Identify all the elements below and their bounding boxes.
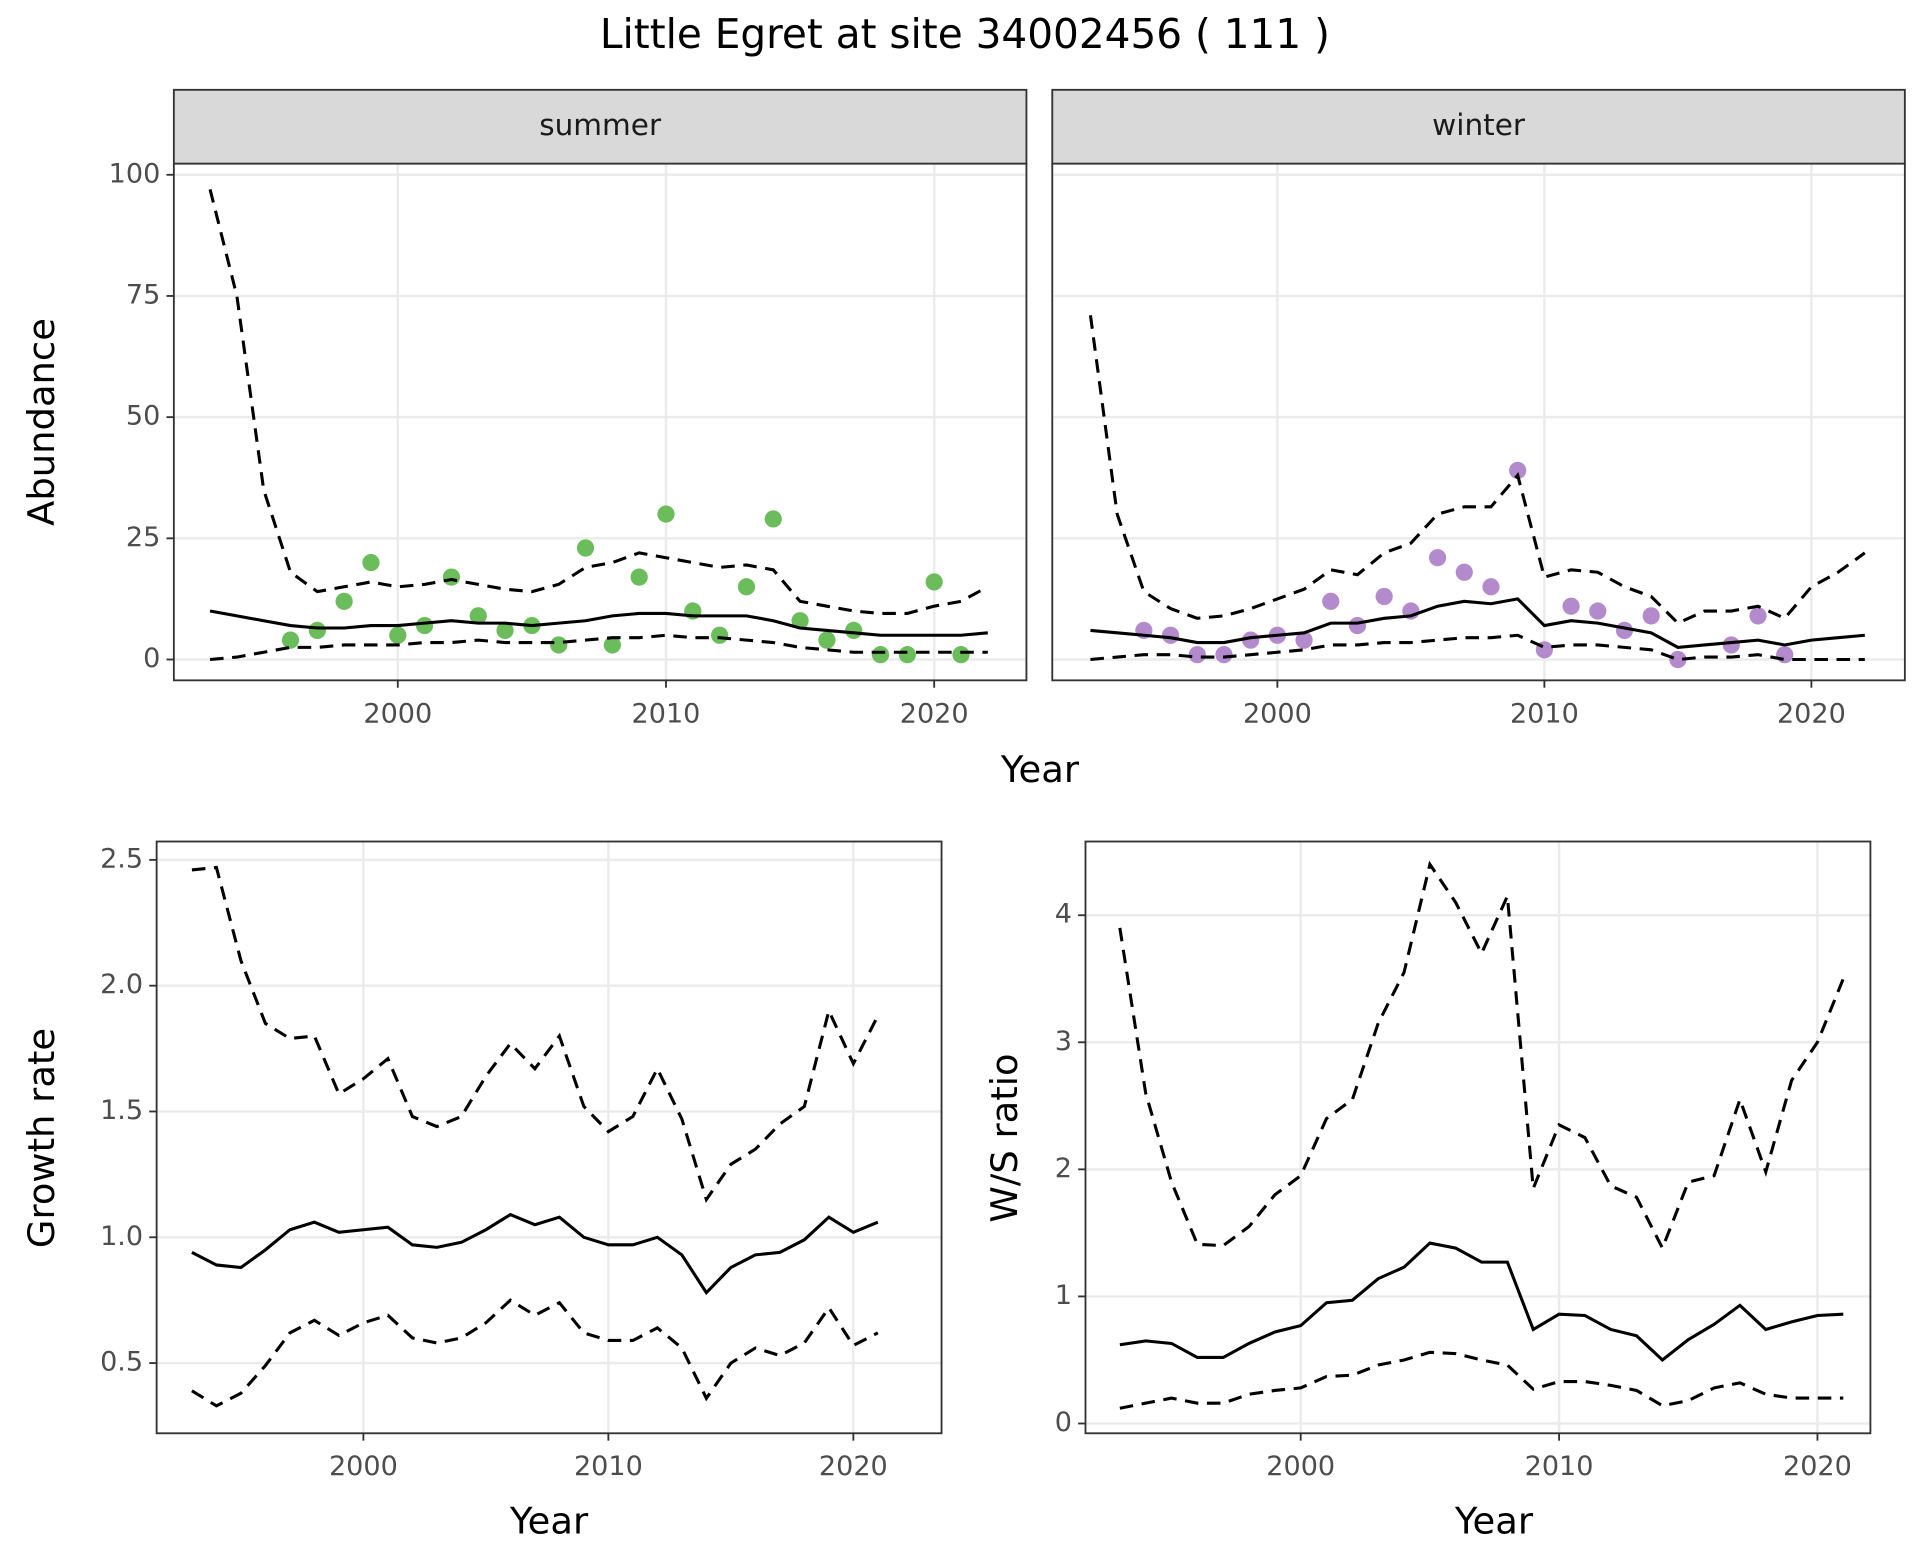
point — [871, 646, 890, 664]
y-tick-label: 1 — [1055, 1280, 1072, 1311]
y-tick-label: 100 — [109, 158, 161, 189]
point — [818, 631, 836, 649]
panel-border — [155, 840, 943, 1435]
x-tick-label: 2010 — [1525, 1451, 1594, 1482]
line — [191, 865, 880, 1204]
x-tick-label: 2000 — [329, 1451, 398, 1482]
line — [1088, 315, 1866, 625]
point — [1188, 646, 1206, 664]
panel-background — [1052, 163, 1905, 681]
line — [1118, 860, 1845, 1252]
x-tick-label: 2020 — [819, 1451, 888, 1482]
y-tick-label: 3 — [1055, 1026, 1072, 1057]
panel-background — [1085, 841, 1871, 1434]
point — [1161, 626, 1180, 644]
point — [1642, 607, 1660, 625]
point — [1348, 616, 1367, 635]
x-axis-title: Year — [1454, 1500, 1534, 1543]
x-axis-title: Year — [1000, 748, 1080, 791]
point — [1562, 597, 1580, 615]
point — [550, 636, 568, 654]
y-tick-label: 2 — [1055, 1153, 1072, 1184]
x-tick-label: 2020 — [1783, 1451, 1852, 1482]
line — [1090, 633, 1865, 662]
point — [442, 568, 461, 586]
y-tick-label: 1.5 — [100, 1095, 143, 1126]
figure-title: Little Egret at site 34002456 ( 111 ) — [600, 10, 1330, 58]
point — [737, 578, 756, 596]
point — [630, 568, 648, 586]
x-tick-label: 2000 — [1266, 1451, 1335, 1482]
point — [469, 607, 487, 625]
y-tick-label: 4 — [1055, 899, 1072, 930]
x-tick-label: 2010 — [1510, 698, 1579, 729]
strip — [172, 88, 1028, 165]
point — [764, 510, 782, 528]
point — [952, 646, 970, 664]
line — [208, 188, 989, 615]
point — [925, 573, 943, 591]
point — [1509, 461, 1527, 480]
x-axis-title: Year — [509, 1500, 589, 1543]
y-tick-label: 75 — [126, 279, 160, 310]
point — [1749, 607, 1767, 625]
line — [1119, 1241, 1844, 1362]
y-tick-label: 0 — [1055, 1407, 1072, 1438]
point — [362, 553, 380, 572]
point — [389, 626, 407, 644]
line — [209, 609, 988, 637]
point — [308, 621, 326, 640]
point — [711, 626, 729, 644]
point — [1722, 636, 1740, 654]
point — [415, 616, 434, 635]
point — [898, 646, 916, 664]
y-tick-label: 1.0 — [100, 1221, 143, 1252]
line — [1090, 597, 1865, 649]
point — [1776, 646, 1794, 664]
y-tick-label: 2.5 — [100, 843, 143, 874]
point — [1322, 592, 1340, 610]
x-tick-label: 2000 — [363, 698, 432, 729]
line — [1119, 1350, 1844, 1410]
point — [603, 636, 621, 654]
strip — [1051, 88, 1906, 165]
y-tick-label: 25 — [126, 522, 160, 553]
point — [1215, 646, 1233, 664]
point — [335, 592, 353, 610]
y-tick-label: 0 — [143, 643, 160, 674]
point — [1589, 602, 1607, 620]
line — [209, 633, 988, 662]
y-tick-label: 0.5 — [100, 1347, 143, 1378]
point — [657, 505, 675, 523]
y-tick-label: 50 — [126, 401, 160, 432]
y-axis-title: Abundance — [20, 318, 63, 526]
panel-background — [173, 163, 1027, 681]
strip-label: summer — [539, 108, 662, 142]
point — [791, 612, 809, 630]
panel-background — [156, 841, 942, 1434]
point — [1455, 563, 1473, 581]
y-axis-title: Growth rate — [20, 1028, 63, 1248]
x-tick-label: 2010 — [632, 698, 701, 729]
point — [845, 621, 863, 640]
y-axis-title: W/S ratio — [983, 1053, 1026, 1222]
point — [576, 539, 595, 557]
x-tick-label: 2010 — [574, 1451, 643, 1482]
strip-label: winter — [1432, 108, 1526, 142]
point — [1375, 587, 1393, 606]
y-tick-label: 2.0 — [100, 969, 143, 1000]
x-tick-label: 2000 — [1243, 698, 1312, 729]
point — [1428, 549, 1447, 567]
x-tick-label: 2020 — [900, 698, 969, 729]
point — [281, 631, 300, 649]
point — [1295, 631, 1313, 649]
panel-border — [1084, 840, 1872, 1435]
point — [1669, 650, 1687, 669]
point — [496, 621, 514, 640]
x-tick-label: 2020 — [1777, 698, 1846, 729]
point — [1482, 578, 1500, 596]
line — [191, 1212, 879, 1296]
